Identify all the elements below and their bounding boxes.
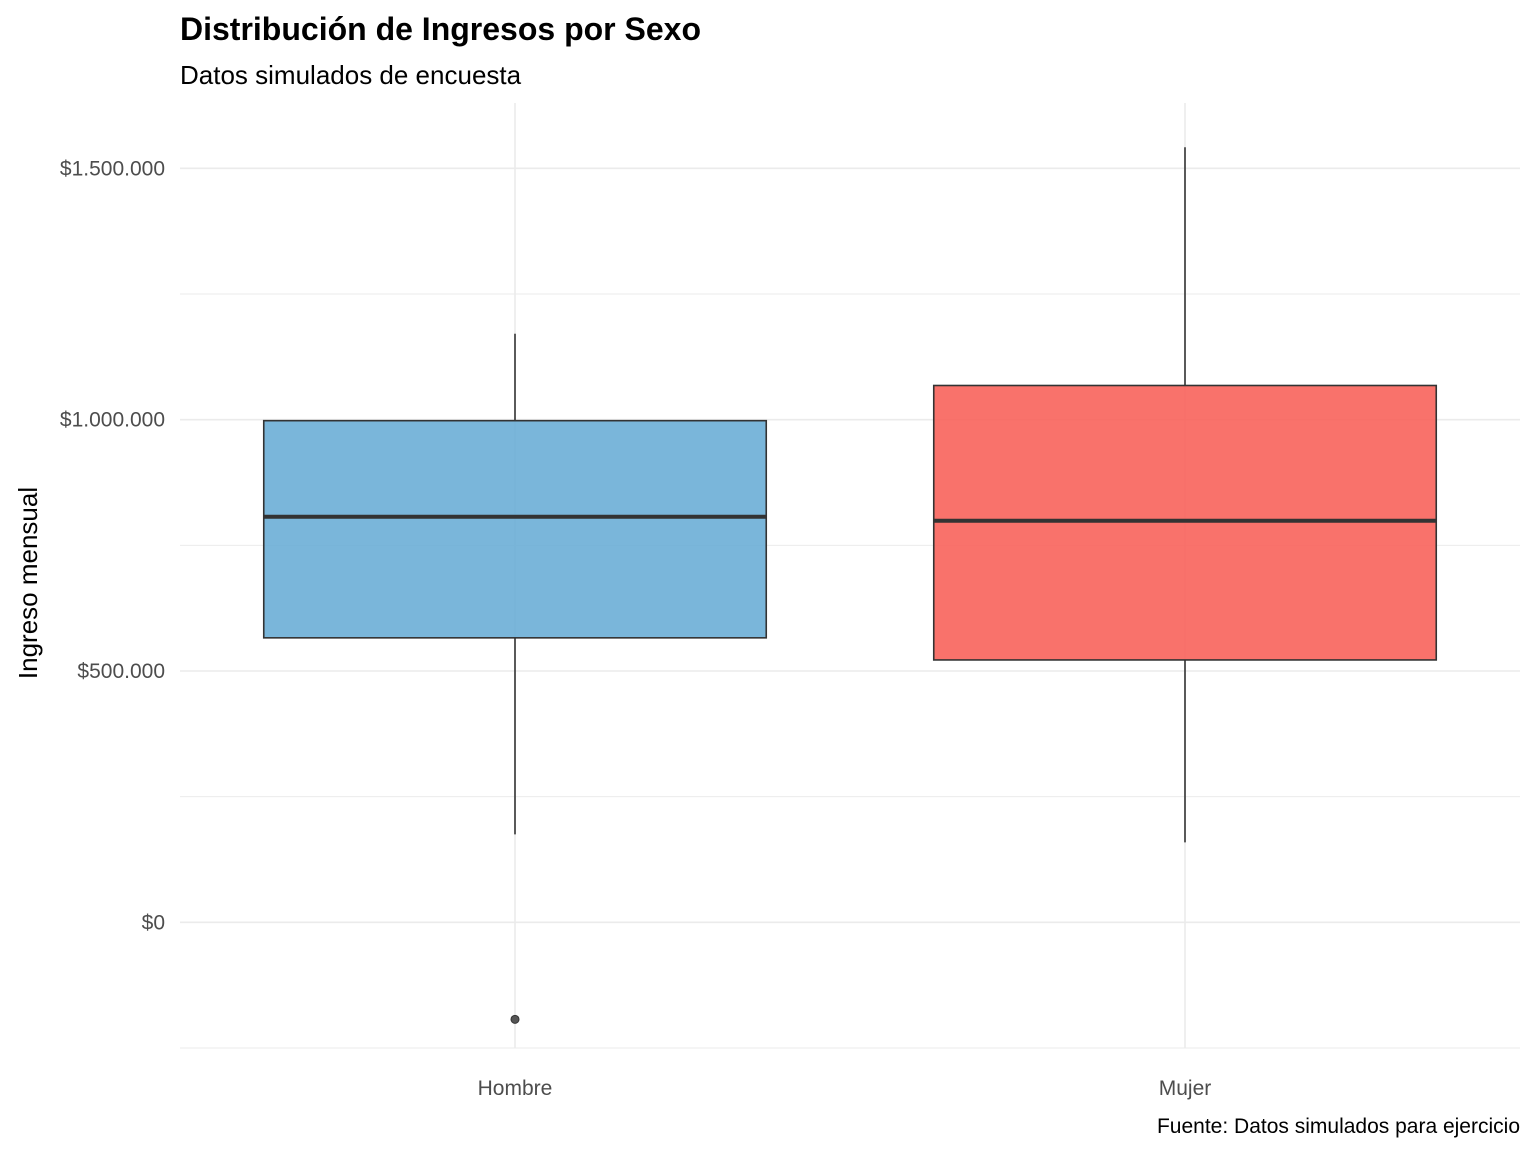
y-tick-label: $1.000.000 (60, 409, 165, 432)
outlier-point (510, 1014, 520, 1024)
box-mujer (932, 384, 1438, 661)
y-axis-label: Ingreso mensual (13, 487, 43, 679)
y-axis-ticks: $0 $500.000 $1.000.000 $1.500.000 (60, 157, 165, 934)
y-tick-label: $500.000 (77, 660, 165, 683)
box-hombre (262, 419, 768, 639)
x-axis-ticks: Hombre Mujer (478, 1077, 1212, 1100)
x-tick-label: Hombre (478, 1077, 553, 1100)
chart-title: Distribución de Ingresos por Sexo (180, 11, 701, 47)
y-tick-label: $1.500.000 (60, 157, 165, 180)
boxes (262, 147, 1438, 1024)
y-tick-label: $0 (142, 911, 165, 934)
x-tick-label: Mujer (1159, 1077, 1212, 1100)
chart-subtitle: Datos simulados de encuesta (180, 60, 522, 90)
chart-caption: Fuente: Datos simulados para ejercicio (1157, 1115, 1520, 1138)
